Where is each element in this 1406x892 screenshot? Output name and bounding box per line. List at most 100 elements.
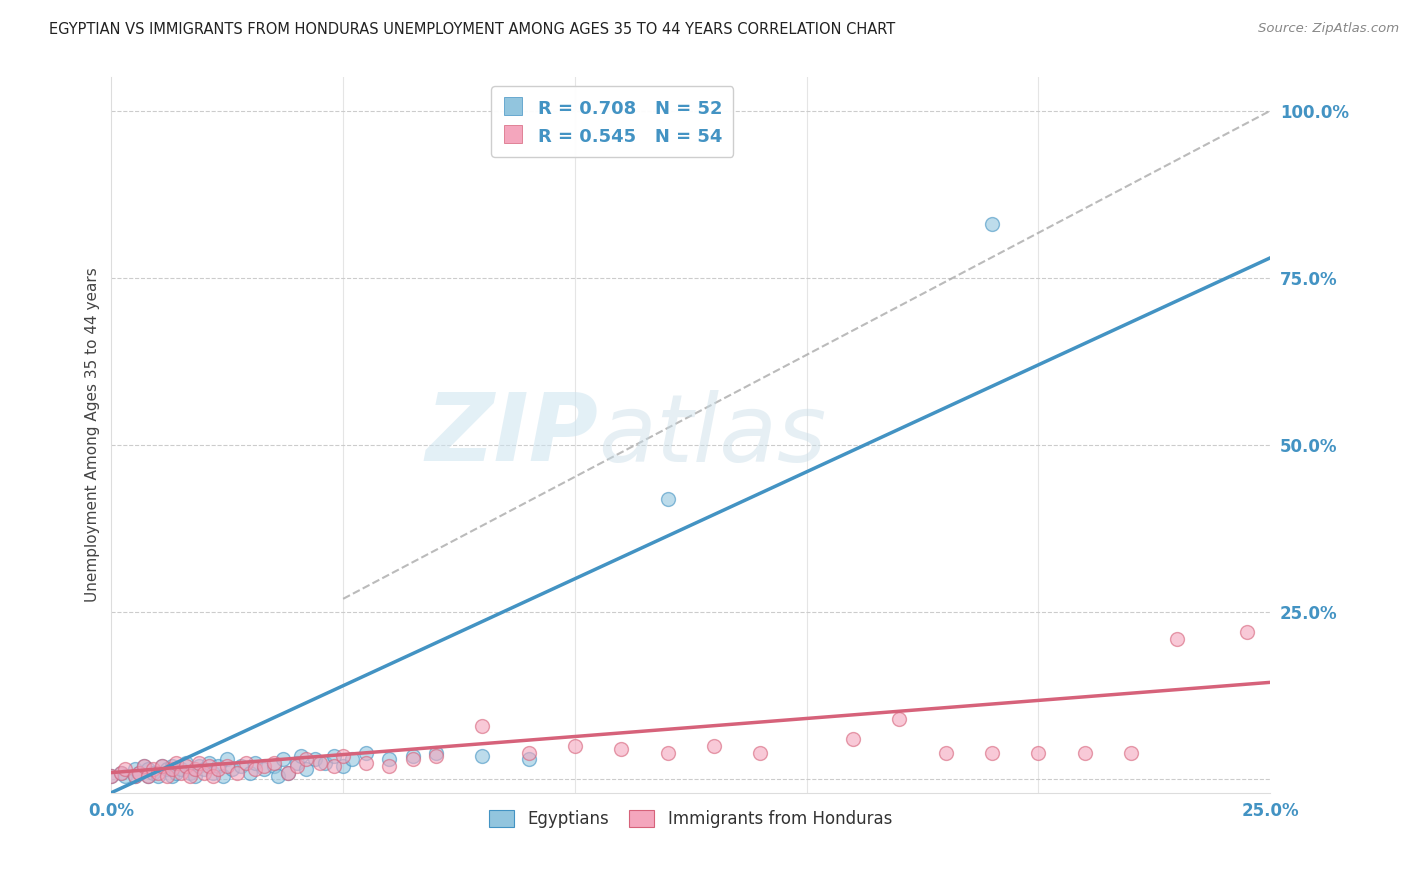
Point — [243, 756, 266, 770]
Text: Source: ZipAtlas.com: Source: ZipAtlas.com — [1258, 22, 1399, 36]
Point — [314, 756, 336, 770]
Point — [290, 748, 312, 763]
Point — [193, 765, 215, 780]
Point — [124, 769, 146, 783]
Point — [267, 769, 290, 783]
Point — [322, 759, 344, 773]
Point — [471, 719, 494, 733]
Point — [295, 752, 318, 766]
Point — [332, 759, 354, 773]
Point — [197, 759, 219, 773]
Point — [114, 762, 136, 776]
Point — [207, 762, 229, 776]
Point — [564, 739, 586, 753]
Point — [935, 746, 957, 760]
Y-axis label: Unemployment Among Ages 35 to 44 years: Unemployment Among Ages 35 to 44 years — [86, 268, 100, 602]
Point — [207, 759, 229, 773]
Point — [146, 769, 169, 783]
Point — [197, 756, 219, 770]
Point — [253, 762, 276, 776]
Point — [152, 759, 174, 773]
Point — [160, 759, 183, 773]
Text: ZIP: ZIP — [425, 389, 598, 481]
Point — [1119, 746, 1142, 760]
Point — [1073, 746, 1095, 760]
Point — [889, 712, 911, 726]
Point — [184, 762, 207, 776]
Point — [253, 759, 276, 773]
Point — [165, 756, 187, 770]
Point — [471, 748, 494, 763]
Point — [610, 742, 633, 756]
Point — [749, 746, 772, 760]
Point — [1236, 625, 1258, 640]
Point — [322, 748, 344, 763]
Point — [221, 762, 243, 776]
Point — [263, 759, 285, 773]
Point — [342, 752, 364, 766]
Point — [231, 759, 253, 773]
Point — [243, 762, 266, 776]
Point — [124, 762, 146, 776]
Point — [202, 765, 225, 780]
Point — [174, 756, 197, 770]
Point — [179, 769, 201, 783]
Point — [110, 765, 132, 780]
Point — [138, 769, 160, 783]
Point — [425, 746, 447, 760]
Point — [124, 769, 146, 783]
Point — [517, 746, 540, 760]
Point — [981, 746, 1004, 760]
Point — [100, 769, 122, 783]
Point — [378, 759, 401, 773]
Point — [1166, 632, 1188, 646]
Point — [271, 752, 294, 766]
Point — [170, 762, 193, 776]
Point — [235, 756, 257, 770]
Point — [402, 752, 425, 766]
Legend: Egyptians, Immigrants from Honduras: Egyptians, Immigrants from Honduras — [482, 803, 898, 834]
Point — [170, 765, 193, 780]
Point — [184, 769, 207, 783]
Point — [703, 739, 725, 753]
Point — [132, 759, 155, 773]
Point — [128, 765, 150, 780]
Point — [132, 759, 155, 773]
Text: EGYPTIAN VS IMMIGRANTS FROM HONDURAS UNEMPLOYMENT AMONG AGES 35 TO 44 YEARS CORR: EGYPTIAN VS IMMIGRANTS FROM HONDURAS UNE… — [49, 22, 896, 37]
Point — [332, 748, 354, 763]
Point — [285, 759, 308, 773]
Point — [295, 762, 318, 776]
Point — [277, 765, 299, 780]
Point — [165, 765, 187, 780]
Point — [152, 759, 174, 773]
Point — [425, 748, 447, 763]
Point — [138, 769, 160, 783]
Point — [842, 732, 865, 747]
Point — [217, 752, 239, 766]
Point — [356, 746, 378, 760]
Point — [114, 769, 136, 783]
Point — [657, 491, 679, 506]
Point — [188, 756, 211, 770]
Point — [202, 769, 225, 783]
Point — [160, 769, 183, 783]
Point — [193, 762, 215, 776]
Point — [263, 756, 285, 770]
Point — [142, 762, 165, 776]
Text: atlas: atlas — [598, 390, 827, 481]
Point — [285, 756, 308, 770]
Point — [304, 752, 326, 766]
Point — [378, 752, 401, 766]
Point — [188, 759, 211, 773]
Point — [211, 769, 233, 783]
Point — [160, 762, 183, 776]
Point — [138, 762, 160, 776]
Point — [179, 765, 201, 780]
Point — [217, 759, 239, 773]
Point — [239, 765, 262, 780]
Point — [981, 218, 1004, 232]
Point — [517, 752, 540, 766]
Point — [174, 759, 197, 773]
Point — [1028, 746, 1050, 760]
Point — [142, 765, 165, 780]
